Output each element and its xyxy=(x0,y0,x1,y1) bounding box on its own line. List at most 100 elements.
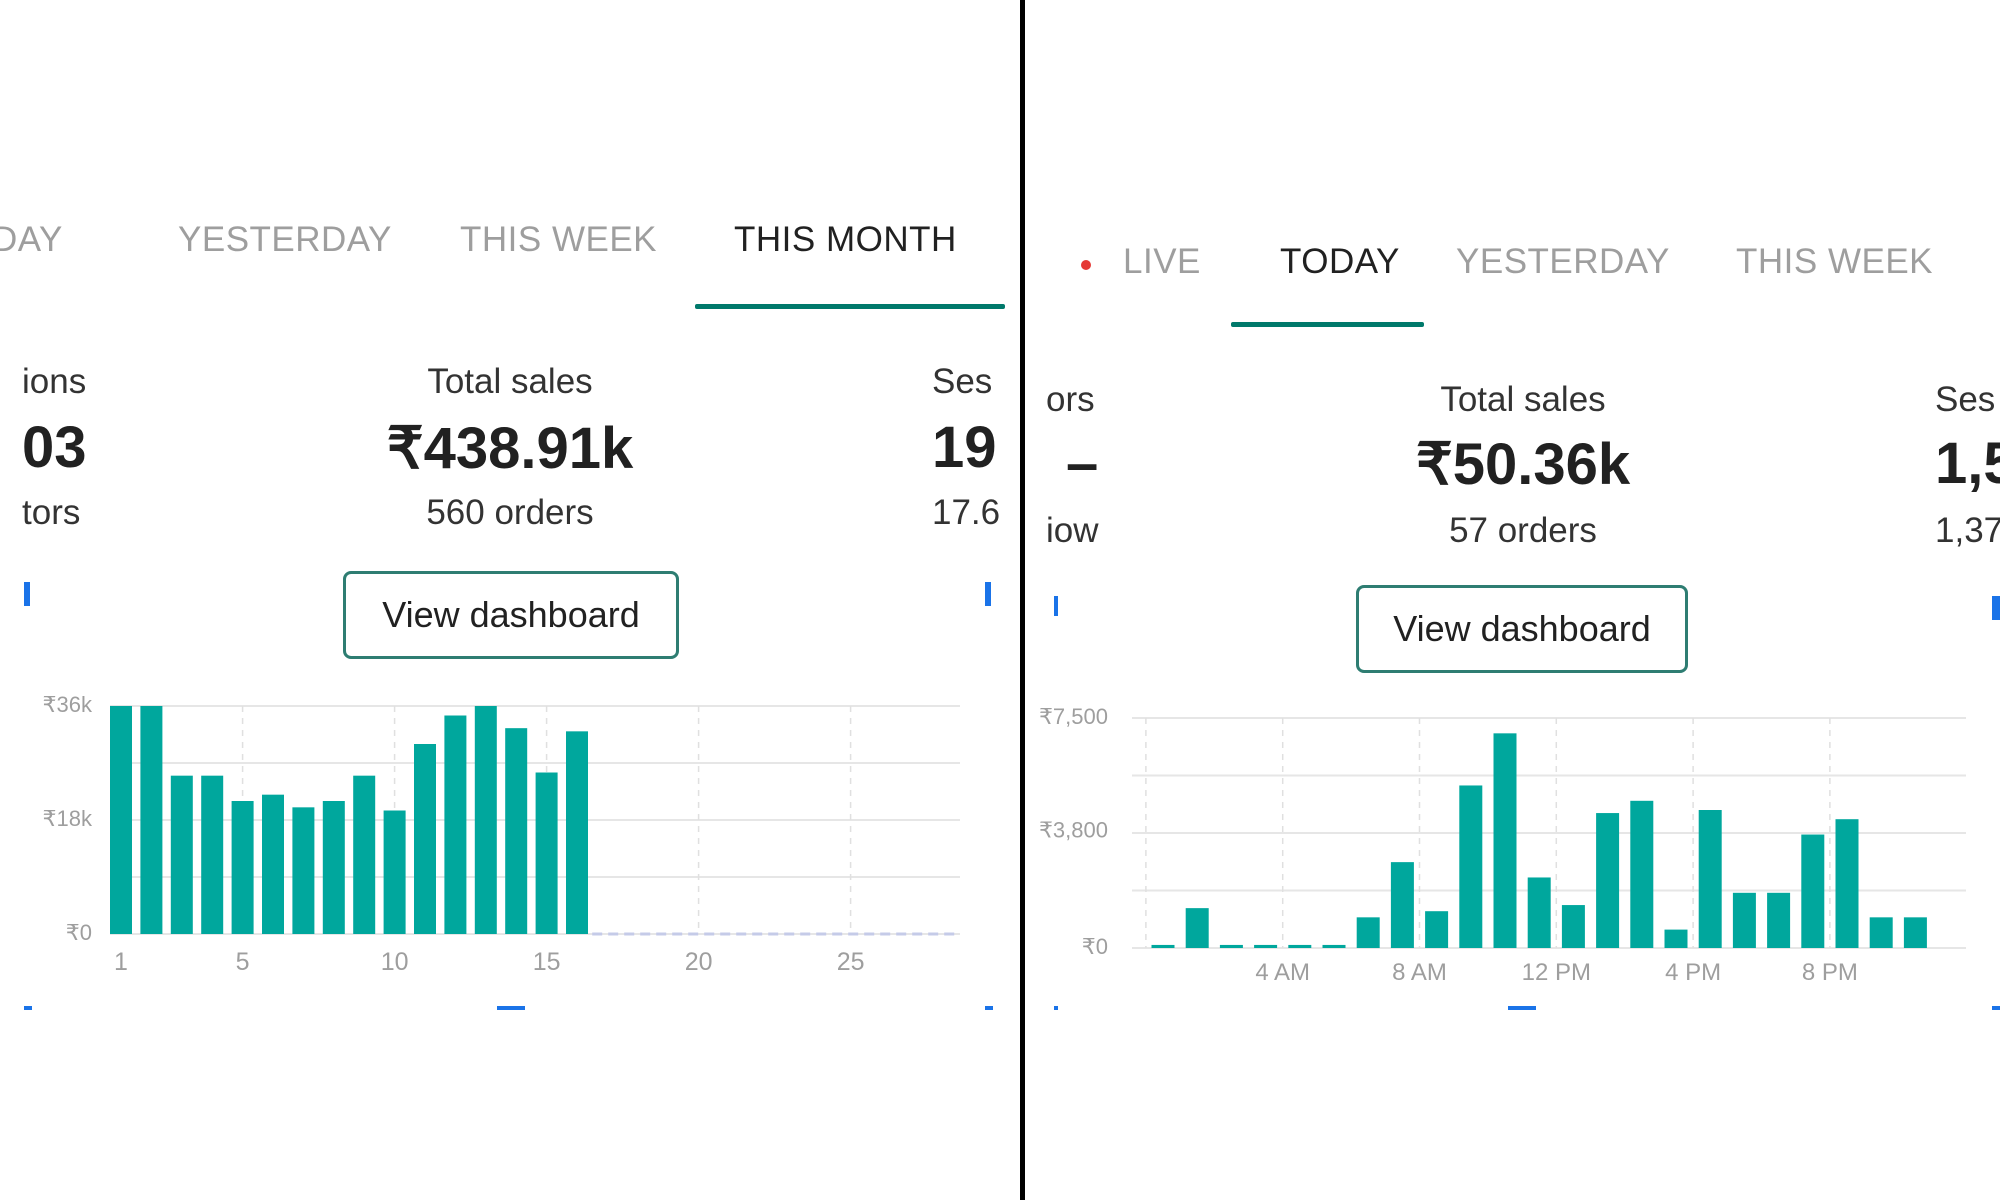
bar-day-10 xyxy=(383,810,406,934)
metric-sessions-value: 1,5 xyxy=(1935,431,2000,496)
bar-hour-20 xyxy=(1835,819,1859,948)
bar-hour-9 xyxy=(1459,785,1483,948)
tab-today[interactable]: TODAY xyxy=(1280,242,1400,281)
metric-sessions-label: Ses xyxy=(932,362,993,401)
bar-day-11 xyxy=(414,744,436,934)
bar-hour-4 xyxy=(1288,944,1312,948)
x-tick-label: 20 xyxy=(685,948,713,976)
x-tick-label: 25 xyxy=(837,948,865,976)
tab-today-partial[interactable]: DAY xyxy=(0,220,63,259)
active-tab-indicator xyxy=(695,304,1005,309)
page-indicator-left xyxy=(1054,1006,1058,1010)
metric-left-value: 03 xyxy=(22,415,87,480)
bar-hour-21 xyxy=(1869,917,1893,948)
tab-live[interactable]: LIVE xyxy=(1123,242,1201,281)
page-indicator-right xyxy=(1992,1006,2000,1010)
y-tick-label: ₹18k xyxy=(43,806,93,831)
metric-sessions-sub: 17.6 xyxy=(932,493,1001,532)
x-tick-label: 1 xyxy=(114,948,128,976)
bar-hour-12 xyxy=(1561,905,1585,948)
bar-day-13 xyxy=(474,706,497,934)
metric-left-label: ions xyxy=(22,362,87,401)
x-tick-label: 4 AM xyxy=(1255,959,1310,986)
orders-count: 560 orders xyxy=(426,493,594,532)
bar-hour-3 xyxy=(1254,944,1278,948)
bar-hour-1 xyxy=(1185,908,1209,948)
page-indicator-left xyxy=(24,1006,32,1010)
carousel-marker-right xyxy=(985,582,991,606)
bar-day-1 xyxy=(110,706,132,934)
bar-day-4 xyxy=(201,775,224,934)
tab-yesterday[interactable]: YESTERDAY xyxy=(1456,242,1670,281)
bar-day-12 xyxy=(444,715,467,934)
bar-day-3 xyxy=(170,775,193,934)
bar-day-16 xyxy=(566,731,588,934)
total-sales-value: ₹438.91k xyxy=(386,416,634,481)
tab-this-week[interactable]: THIS WEEK xyxy=(460,220,658,259)
active-tab-indicator xyxy=(1231,322,1424,327)
panel-today: LIVE TODAY YESTERDAY THIS WEEK ors – iow… xyxy=(1026,0,2000,1200)
bar-hour-10 xyxy=(1493,733,1517,948)
y-tick-label: ₹36k xyxy=(43,692,93,717)
total-sales-value: ₹50.36k xyxy=(1415,432,1631,497)
tab-yesterday[interactable]: YESTERDAY xyxy=(178,220,392,259)
total-sales-label: Total sales xyxy=(1440,380,1606,419)
bar-hour-7 xyxy=(1390,862,1414,948)
x-tick-label: 15 xyxy=(533,948,561,976)
bar-hour-22 xyxy=(1903,917,1927,948)
bar-hour-13 xyxy=(1596,813,1620,948)
x-tick-label: 4 PM xyxy=(1665,959,1721,986)
page-indicator-right xyxy=(985,1006,993,1010)
hourly-sales-bar-chart: ₹0 ₹3,800 ₹7,500 4 AM 8 AM 12 PM 4 PM 8 PM xyxy=(1039,704,1966,986)
bar-day-8 xyxy=(322,801,345,934)
bar-day-14 xyxy=(505,728,528,934)
y-tick-label: ₹7,500 xyxy=(1039,704,1108,729)
carousel-marker-left xyxy=(24,582,30,606)
metric-left-sub: tors xyxy=(22,493,81,532)
bar-day-5 xyxy=(231,801,254,934)
metric-visitors-value: – xyxy=(1066,431,1099,496)
bar-hour-18 xyxy=(1767,892,1791,948)
view-dashboard-button[interactable]: View dashboard xyxy=(343,571,679,659)
y-tick-label: ₹0 xyxy=(66,920,92,945)
bar-hour-6 xyxy=(1356,917,1380,948)
panel-divider xyxy=(1020,0,1025,1200)
bar-hour-5 xyxy=(1322,944,1346,948)
x-tick-label: 8 AM xyxy=(1392,959,1447,986)
tab-this-month[interactable]: THIS MONTH xyxy=(734,220,957,259)
bar-hour-16 xyxy=(1698,810,1722,948)
x-tick-label: 8 PM xyxy=(1802,959,1858,986)
y-tick-label: ₹3,800 xyxy=(1039,817,1108,842)
bar-hour-8 xyxy=(1425,911,1449,948)
x-tick-label: 5 xyxy=(236,948,250,976)
carousel-marker-left xyxy=(1054,596,1058,616)
bar-hour-14 xyxy=(1630,800,1654,948)
tab-this-week[interactable]: THIS WEEK xyxy=(1736,242,1934,281)
view-dashboard-button[interactable]: View dashboard xyxy=(1356,585,1688,673)
page-indicator-center xyxy=(1508,1006,1536,1010)
bar-day-7 xyxy=(292,807,315,934)
metric-sessions-value: 19 xyxy=(932,415,997,480)
panel-this-month: DAY YESTERDAY THIS WEEK THIS MONTH ions … xyxy=(0,220,1005,1010)
bar-hour-11 xyxy=(1527,877,1551,948)
bar-day-9 xyxy=(353,775,376,934)
metric-visitors-label: ors xyxy=(1046,380,1095,419)
x-tick-label: 10 xyxy=(381,948,409,976)
page-indicator-center xyxy=(497,1006,525,1010)
metric-sessions-label: Ses xyxy=(1935,380,1996,419)
bar-day-2 xyxy=(140,706,163,934)
bar-day-6 xyxy=(262,794,284,934)
metric-sessions-sub: 1,37 xyxy=(1935,511,2000,550)
bar-hour-0 xyxy=(1151,944,1175,948)
x-tick-label: 12 PM xyxy=(1522,959,1591,986)
bar-hour-17 xyxy=(1732,892,1756,948)
live-indicator-dot xyxy=(1081,260,1091,270)
bar-hour-15 xyxy=(1664,929,1688,948)
orders-count: 57 orders xyxy=(1449,511,1597,550)
bar-hour-2 xyxy=(1219,944,1243,948)
y-tick-label: ₹0 xyxy=(1082,934,1108,959)
bar-day-15 xyxy=(535,772,558,934)
bar-hour-19 xyxy=(1801,834,1825,948)
carousel-marker-right xyxy=(1992,596,2000,620)
